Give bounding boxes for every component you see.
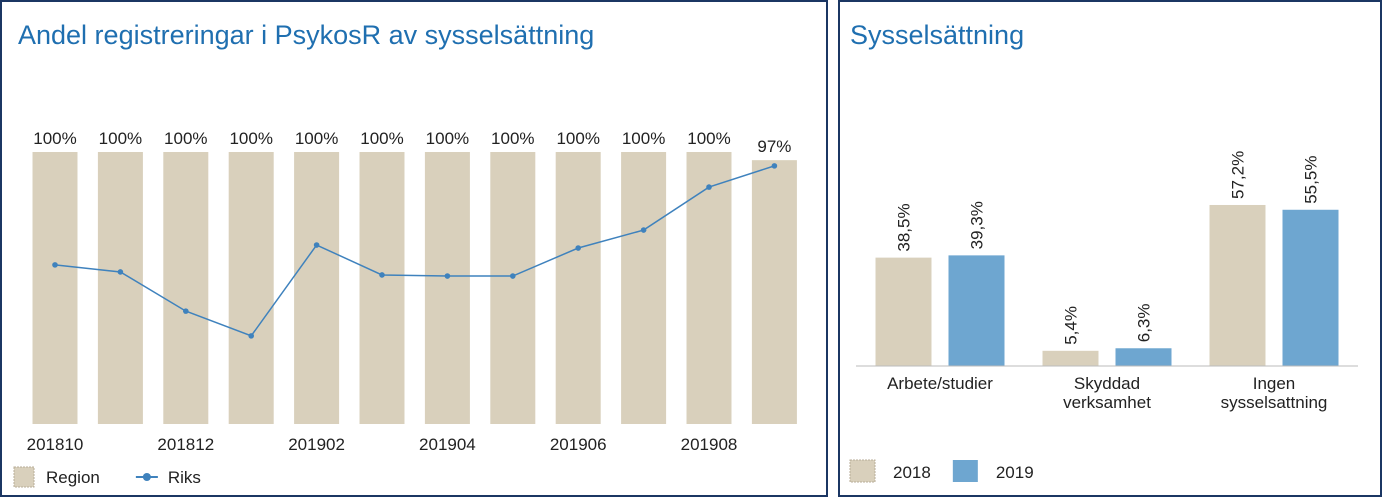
bar bbox=[875, 257, 932, 366]
bar bbox=[490, 152, 536, 424]
data-label: 5,4% bbox=[1062, 306, 1081, 345]
bar bbox=[424, 152, 470, 424]
x-tick-label: 201904 bbox=[419, 435, 476, 454]
legend-label: Region bbox=[46, 468, 100, 487]
bar bbox=[163, 152, 209, 424]
data-label: 100% bbox=[622, 129, 665, 148]
data-label: 100% bbox=[164, 129, 207, 148]
data-label: 100% bbox=[556, 129, 599, 148]
x-tick-label: 201810 bbox=[27, 435, 84, 454]
line-marker bbox=[444, 273, 451, 279]
legend-label: Riks bbox=[168, 468, 201, 487]
data-label: 100% bbox=[360, 129, 403, 148]
data-label: 55,5% bbox=[1302, 156, 1321, 204]
bar bbox=[555, 152, 601, 424]
legend-swatch bbox=[142, 473, 151, 481]
chart-title: Sysselsättning bbox=[850, 20, 1024, 50]
bar bbox=[97, 152, 143, 424]
line-marker bbox=[313, 242, 320, 248]
line-marker bbox=[510, 273, 516, 279]
bar bbox=[948, 255, 1005, 366]
data-label: 100% bbox=[295, 129, 338, 148]
bar bbox=[621, 152, 667, 424]
legend-swatch bbox=[952, 460, 978, 482]
bar bbox=[228, 152, 274, 424]
bar bbox=[1042, 350, 1099, 366]
x-tick-label: Arbete/studier bbox=[887, 374, 993, 393]
data-label: 100% bbox=[229, 129, 272, 148]
bar bbox=[359, 152, 405, 424]
line bbox=[54, 165, 775, 337]
x-tick-label: 201908 bbox=[681, 435, 738, 454]
x-tick-label: 201906 bbox=[550, 435, 607, 454]
panel-border bbox=[0, 0, 828, 497]
line-marker bbox=[117, 269, 124, 275]
data-label: 100% bbox=[491, 129, 534, 148]
bar bbox=[1115, 348, 1172, 366]
bar bbox=[1209, 204, 1266, 366]
bar bbox=[751, 160, 797, 424]
panel-border bbox=[838, 0, 1382, 497]
x-tick-label: Skyddad verksamhet bbox=[1063, 374, 1151, 412]
x-tick-label: 201902 bbox=[288, 435, 345, 454]
line-marker bbox=[771, 163, 778, 169]
data-label: 97% bbox=[757, 137, 791, 156]
line-marker bbox=[379, 272, 385, 278]
data-label: 100% bbox=[33, 129, 76, 148]
line-marker bbox=[575, 245, 581, 251]
line-marker bbox=[183, 308, 189, 314]
chart-title: Andel registreringar i PsykosR av syssel… bbox=[18, 20, 594, 50]
data-label: 57,2% bbox=[1229, 151, 1248, 199]
data-label: 100% bbox=[687, 129, 730, 148]
x-tick-label: Ingen sysselsattning bbox=[1221, 374, 1328, 412]
legend-label: 2018 bbox=[893, 463, 931, 482]
data-label: 39,3% bbox=[968, 201, 987, 249]
data-label: 6,3% bbox=[1135, 304, 1154, 343]
data-label: 100% bbox=[99, 129, 142, 148]
legend-swatch bbox=[13, 466, 35, 488]
x-tick-label: 201812 bbox=[157, 435, 214, 454]
data-label: 100% bbox=[426, 129, 469, 148]
legend-swatch bbox=[849, 459, 876, 483]
line-marker bbox=[706, 184, 712, 190]
data-label: 38,5% bbox=[895, 203, 914, 251]
line-marker bbox=[640, 227, 647, 233]
bar bbox=[1282, 209, 1339, 366]
line-marker bbox=[248, 333, 254, 339]
bar bbox=[294, 152, 340, 424]
bar bbox=[686, 152, 732, 424]
bar bbox=[32, 152, 78, 424]
legend-label: 2019 bbox=[996, 463, 1034, 482]
line-marker bbox=[52, 262, 58, 268]
